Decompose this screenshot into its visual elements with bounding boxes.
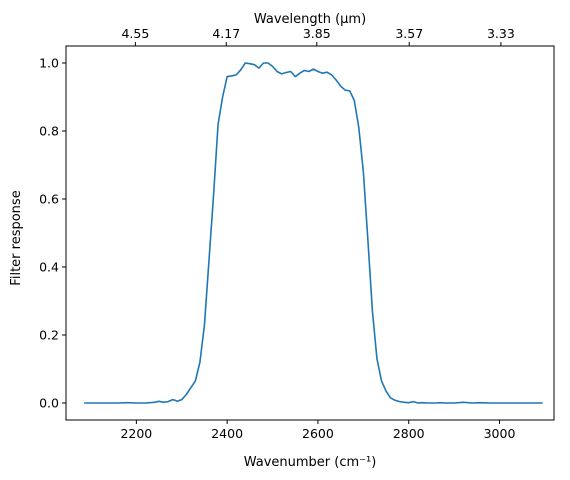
response-line (84, 62, 543, 404)
y-tick-label: 0.4 (39, 260, 59, 275)
top-tick-label: 4.55 (121, 26, 149, 41)
axis-ticks: 2200 2400 2600 2800 3000 0.0 0.2 0.4 0.6 0.8 1.0 4.… (39, 26, 515, 441)
x-axis-label: Wavenumber (cm⁻¹) (244, 455, 377, 470)
plot-frame (65, 45, 555, 421)
y-axis-label: Filter response (9, 190, 24, 285)
y-tick-label: 0.0 (39, 396, 59, 411)
x-tick-label: 2400 (211, 426, 243, 441)
y-tick-label: 0.2 (39, 328, 59, 343)
top-tick-label: 4.17 (212, 26, 240, 41)
top-tick-label: 3.33 (487, 26, 515, 41)
top-tick-label: 3.57 (395, 26, 423, 41)
top-axis-label: Wavelength (μm) (254, 12, 366, 27)
top-tick-label: 3.85 (303, 26, 331, 41)
y-tick-label: 0.8 (39, 124, 59, 139)
x-tick-label: 3000 (484, 426, 516, 441)
x-tick-label: 2600 (302, 426, 334, 441)
x-tick-label: 2800 (393, 426, 425, 441)
y-tick-label: 0.6 (39, 192, 59, 207)
y-tick-label: 1.0 (39, 56, 59, 71)
x-tick-label: 2200 (120, 426, 152, 441)
plot-area (84, 62, 543, 404)
